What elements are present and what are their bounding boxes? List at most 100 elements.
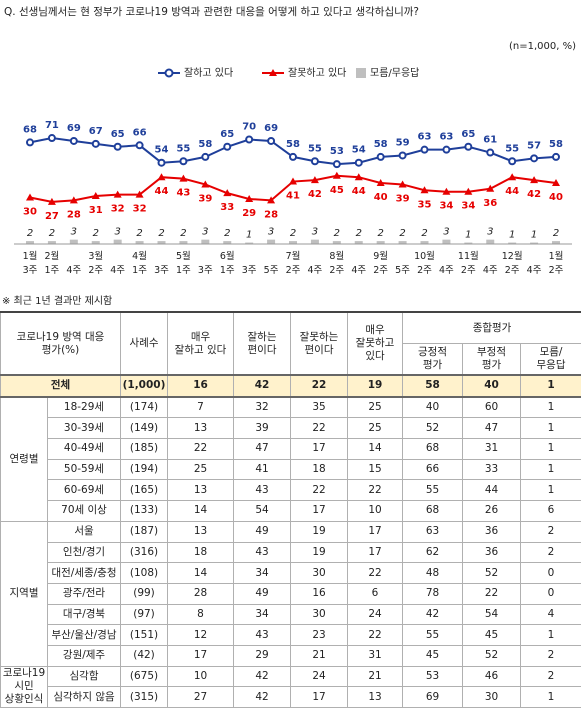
table-row: 광주/전라 (99) 28 49 16 6 78 22 0 bbox=[1, 582, 581, 605]
point bbox=[289, 177, 297, 185]
data-label: 59 bbox=[396, 137, 410, 148]
cell-value: 17 bbox=[167, 644, 234, 667]
point bbox=[157, 173, 166, 181]
bar bbox=[47, 241, 56, 244]
cell-value: 22 bbox=[290, 374, 348, 398]
point bbox=[420, 145, 429, 154]
cell-value: 26 bbox=[462, 500, 521, 522]
point bbox=[398, 151, 407, 160]
point bbox=[179, 174, 188, 182]
x-tick-label: 7월 2주 bbox=[285, 251, 301, 276]
cell-value: 7 bbox=[167, 396, 234, 419]
data-label: 44 bbox=[155, 186, 169, 197]
cell-value: 0 bbox=[519, 562, 581, 584]
cell-value: 28 bbox=[167, 582, 234, 605]
x-tick-label: 8월 2주 bbox=[329, 251, 345, 276]
sample-size: (316) bbox=[120, 541, 168, 564]
data-label: 45 bbox=[330, 185, 344, 196]
cell-value: 14 bbox=[167, 562, 234, 584]
x-tick-label: 4주 bbox=[307, 265, 323, 276]
cell-value: 52 bbox=[462, 562, 521, 584]
row-label: 60-69세 bbox=[47, 479, 121, 502]
cell-value: 66 bbox=[402, 458, 463, 481]
table-row: 연령별 18-29세 (174) 7 32 35 25 40 60 1 bbox=[0, 396, 581, 522]
header-row: 코로나19 방역 대응 평가(%) 사례수 매우 잘하고 있다 잘하는 편이다 잘못하는… bbox=[0, 311, 581, 376]
group-label: 코로나19 시민 상황인식 bbox=[0, 665, 48, 709]
data-label: 2 bbox=[158, 228, 164, 239]
cell-value: 69 bbox=[402, 686, 463, 708]
header-cell: 코로나19 방역 대응 평가(%) bbox=[0, 311, 121, 376]
cell-value: 19 bbox=[290, 520, 348, 543]
data-label: 3 bbox=[71, 227, 77, 238]
point bbox=[201, 152, 210, 161]
point bbox=[135, 141, 144, 150]
data-label: 63 bbox=[418, 132, 432, 143]
cell-value: 42 bbox=[233, 665, 291, 688]
data-label: 58 bbox=[549, 139, 563, 150]
data-label: 35 bbox=[418, 199, 432, 210]
table-row: 심각하지 않음 (315) 27 42 17 13 69 30 1 bbox=[1, 686, 581, 708]
point bbox=[552, 179, 560, 186]
cell-value: 44 bbox=[462, 479, 521, 502]
cell-value: 13 bbox=[167, 417, 234, 440]
point bbox=[113, 190, 122, 198]
cell-value: 22 bbox=[462, 582, 521, 605]
cell-value: 25 bbox=[347, 396, 403, 419]
data-label: 2 bbox=[399, 228, 405, 239]
cell-value: 68 bbox=[402, 500, 463, 522]
data-label: 69 bbox=[264, 123, 278, 134]
data-label: 32 bbox=[133, 204, 147, 215]
point bbox=[398, 180, 407, 188]
point bbox=[26, 138, 34, 147]
cell-value: 14 bbox=[167, 500, 234, 522]
bar bbox=[398, 241, 407, 244]
point bbox=[201, 180, 210, 188]
data-label: 1 bbox=[246, 230, 252, 241]
bar bbox=[289, 241, 297, 244]
data-label: 71 bbox=[45, 120, 59, 131]
x-tick-label: 4주 bbox=[482, 265, 498, 276]
data-label: 3 bbox=[312, 227, 318, 238]
sample-size: (675) bbox=[120, 665, 168, 688]
data-label: 58 bbox=[286, 139, 300, 150]
cell-value: 1 bbox=[519, 479, 581, 502]
x-tick-label: 5월 1주 bbox=[176, 251, 191, 276]
sample-size: (194) bbox=[120, 458, 168, 481]
cell-value: 36 bbox=[462, 541, 521, 564]
cell-value: 48 bbox=[402, 562, 463, 584]
row-label: 서울 bbox=[47, 520, 121, 543]
cell-value: 13 bbox=[167, 479, 234, 502]
cell-value: 21 bbox=[347, 665, 403, 688]
sample-size: (185) bbox=[120, 438, 168, 460]
cell-value: 12 bbox=[167, 624, 234, 646]
cell-value: 30 bbox=[290, 603, 348, 626]
cell-value: 35 bbox=[290, 396, 348, 419]
cell-value: 22 bbox=[290, 479, 348, 502]
cell-value: 63 bbox=[402, 520, 463, 543]
cell-value: 16 bbox=[290, 582, 348, 605]
data-label: 34 bbox=[439, 201, 453, 212]
row-label: 대전/세종/충청 bbox=[47, 562, 121, 584]
data-label: 55 bbox=[308, 143, 322, 154]
point bbox=[332, 160, 341, 169]
data-label: 2 bbox=[136, 228, 142, 239]
cell-value: 42 bbox=[233, 374, 291, 398]
sample-size: (151) bbox=[120, 624, 168, 646]
cell-value: 1 bbox=[519, 686, 581, 708]
bar bbox=[442, 239, 451, 244]
data-label: 63 bbox=[439, 132, 453, 143]
point bbox=[47, 134, 56, 143]
x-tick-label: 1월 2주 bbox=[548, 251, 564, 276]
data-label: 57 bbox=[527, 140, 541, 151]
sample-size: (42) bbox=[120, 644, 168, 667]
bar bbox=[332, 241, 341, 244]
cell-value: 24 bbox=[290, 665, 348, 688]
cell-value: 49 bbox=[233, 582, 291, 605]
cell-value: 43 bbox=[233, 541, 291, 564]
bar bbox=[157, 241, 166, 244]
x-tick-label: 5주 bbox=[263, 265, 279, 276]
data-label: 29 bbox=[242, 208, 256, 219]
data-label: 42 bbox=[527, 189, 541, 200]
row-label: 광주/전라 bbox=[47, 582, 121, 605]
data-label: 2 bbox=[290, 228, 296, 239]
